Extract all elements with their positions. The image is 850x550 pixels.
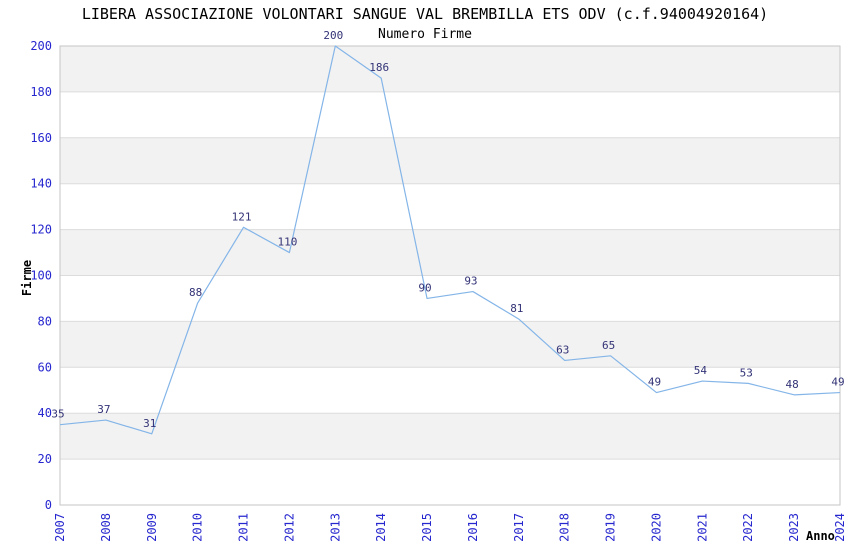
x-tick-label: 2014 [374, 513, 388, 542]
x-tick-label: 2015 [420, 513, 434, 542]
chart-subtitle: Numero Firme [378, 27, 472, 42]
data-point-label: 65 [602, 339, 615, 352]
y-tick-label: 200 [30, 39, 52, 53]
x-tick-label: 2011 [237, 513, 251, 542]
y-tick-label: 140 [30, 177, 52, 191]
grid-band [60, 321, 840, 368]
x-tick-label: 2008 [99, 513, 113, 542]
data-point-label: 93 [464, 275, 477, 288]
data-point-label: 49 [648, 376, 661, 389]
y-tick-label: 60 [38, 360, 52, 374]
x-tick-label: 2019 [604, 513, 618, 542]
chart-title: LIBERA ASSOCIAZIONE VOLONTARI SANGUE VAL… [81, 5, 769, 23]
y-tick-label: 20 [38, 452, 52, 466]
data-line [59, 45, 841, 435]
data-point-label: 54 [694, 364, 708, 377]
y-tick-label: 180 [30, 85, 52, 99]
x-tick-label: 2022 [741, 513, 755, 542]
data-point-label: 81 [510, 302, 523, 315]
data-point-label: 49 [831, 376, 844, 389]
data-point-label: 110 [277, 236, 297, 249]
x-tick-label: 2020 [649, 513, 663, 542]
x-tick-label: 2012 [282, 513, 296, 542]
data-point-label: 37 [97, 403, 110, 416]
data-point-label: 200 [323, 29, 343, 42]
x-tick-label: 2024 [833, 513, 847, 542]
data-point-label: 90 [418, 281, 431, 294]
y-tick-label: 40 [38, 406, 52, 420]
grid-band [60, 137, 840, 184]
y-tick-label: 160 [30, 131, 52, 145]
grid-band [60, 413, 840, 460]
x-tick-label: 2009 [145, 513, 159, 542]
data-point-label: 186 [369, 61, 389, 74]
x-tick-label: 2007 [53, 513, 67, 542]
x-tick-label: 2023 [787, 513, 801, 542]
x-tick-label: 2018 [558, 513, 572, 542]
data-point-label: 53 [740, 366, 753, 379]
grid-band [60, 229, 840, 276]
x-tick-label: 2013 [328, 513, 342, 542]
data-point-label: 63 [556, 343, 569, 356]
data-point-label: 48 [785, 378, 798, 391]
x-tick-label: 2016 [466, 513, 480, 542]
y-tick-label: 0 [45, 498, 52, 512]
x-axis-label: Anno [806, 529, 835, 543]
x-tick-label: 2021 [695, 513, 709, 542]
data-point-label: 31 [143, 417, 156, 430]
data-point-label: 121 [232, 210, 252, 223]
y-tick-label: 80 [38, 314, 52, 328]
plot-border [59, 45, 841, 506]
grid-band [60, 46, 840, 92]
x-tick-label: 2017 [512, 513, 526, 542]
data-point-label: 35 [51, 408, 64, 421]
y-tick-label: 120 [30, 223, 52, 237]
data-point-label: 88 [189, 286, 202, 299]
y-tick-label: 100 [30, 269, 52, 283]
x-tick-label: 2010 [191, 513, 205, 542]
